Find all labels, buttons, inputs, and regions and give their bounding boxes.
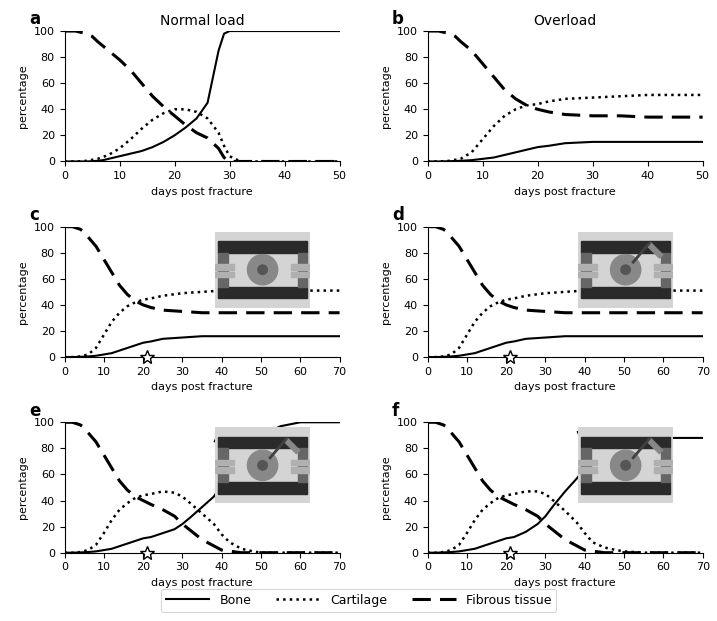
Text: b: b bbox=[392, 11, 404, 29]
X-axis label: days post fracture: days post fracture bbox=[151, 187, 253, 197]
Y-axis label: percentage: percentage bbox=[381, 456, 391, 519]
X-axis label: days post fracture: days post fracture bbox=[151, 578, 253, 588]
Text: OGF: OGF bbox=[220, 427, 244, 438]
Y-axis label: percentage: percentage bbox=[381, 260, 391, 324]
X-axis label: days post fracture: days post fracture bbox=[514, 578, 616, 588]
Text: OGF: OGF bbox=[583, 427, 607, 438]
Text: a: a bbox=[29, 11, 40, 29]
Text: e: e bbox=[29, 402, 40, 420]
Legend: Bone, Cartilage, Fibrous tissue: Bone, Cartilage, Fibrous tissue bbox=[161, 589, 556, 612]
Text: OGF: OGF bbox=[598, 236, 622, 246]
Title: Normal load: Normal load bbox=[160, 14, 244, 29]
Title: Overload: Overload bbox=[533, 14, 597, 29]
X-axis label: days post fracture: days post fracture bbox=[151, 383, 253, 392]
Y-axis label: percentage: percentage bbox=[18, 65, 28, 128]
Y-axis label: percentage: percentage bbox=[18, 456, 28, 519]
X-axis label: days post fracture: days post fracture bbox=[514, 383, 616, 392]
Text: f: f bbox=[392, 402, 399, 420]
Y-axis label: percentage: percentage bbox=[381, 65, 391, 128]
Text: d: d bbox=[392, 206, 404, 224]
Text: c: c bbox=[29, 206, 39, 224]
Y-axis label: percentage: percentage bbox=[18, 260, 28, 324]
X-axis label: days post fracture: days post fracture bbox=[514, 187, 616, 197]
